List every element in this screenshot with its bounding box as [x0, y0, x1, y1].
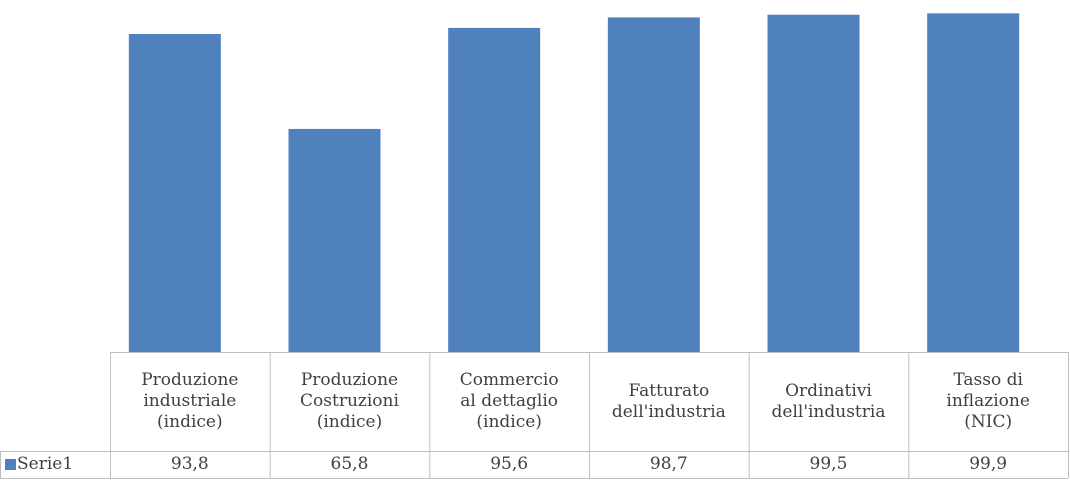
category-label: Produzione Costruzioni (indice) [300, 370, 399, 432]
data-table-value: 95,6 [490, 454, 529, 474]
category-label: Ordinativi dell'industria [771, 380, 886, 422]
bar [607, 17, 700, 352]
legend-label: Serie1 [17, 454, 74, 474]
data-table-value: 93,8 [170, 454, 209, 474]
category-label: Commercio al dettaglio (indice) [459, 370, 559, 432]
data-table-value: 65,8 [330, 454, 369, 474]
bar [288, 128, 381, 352]
category-label: Produzione industriale (indice) [141, 370, 239, 432]
data-table-value: 99,9 [969, 454, 1008, 474]
bar [767, 14, 860, 352]
category-label: Fatturato dell'industria [611, 380, 726, 422]
data-table-value: 99,5 [809, 454, 848, 474]
bar [448, 27, 541, 352]
legend-key [5, 459, 16, 470]
category-label: Tasso di inflazione (NIC) [946, 370, 1030, 432]
data-table-value: 98,7 [649, 454, 688, 474]
bar [128, 34, 221, 352]
bar [927, 13, 1020, 353]
